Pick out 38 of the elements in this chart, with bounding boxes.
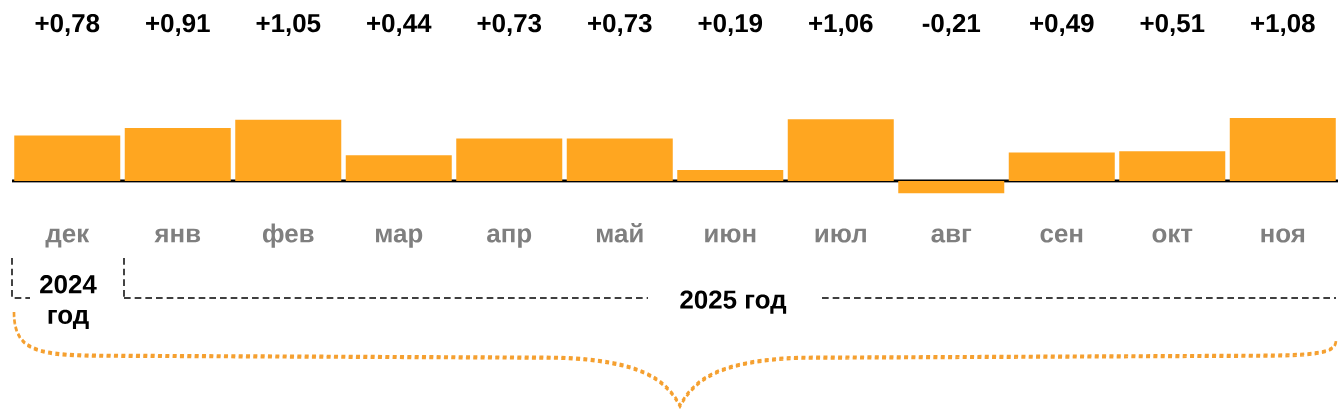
x-tick-label: янв — [154, 228, 201, 243]
data-label: +0,49 — [1030, 13, 1094, 37]
data-label: +0,51 — [1140, 13, 1205, 37]
data-label: +0,73 — [477, 13, 542, 37]
bar — [1119, 151, 1226, 181]
data-label: +0,44 — [367, 13, 432, 37]
x-tick-label: сен — [1040, 228, 1083, 243]
bar — [1008, 152, 1115, 181]
bar — [14, 135, 121, 181]
bar — [124, 127, 231, 181]
bar — [566, 138, 673, 181]
data-label: +0,91 — [146, 13, 210, 37]
data-label: +1,08 — [1251, 13, 1315, 37]
data-label: +1,06 — [809, 13, 873, 37]
x-tick-label: дек — [45, 228, 90, 248]
x-tick-label: мар — [376, 228, 423, 248]
x-tick-label: май — [597, 223, 643, 243]
text: 2025 год — [680, 290, 787, 314]
bar — [235, 119, 342, 181]
data-label: +1,05 — [256, 13, 321, 37]
bar — [1229, 118, 1336, 181]
bar — [345, 155, 452, 181]
x-tick-label: фев — [262, 223, 314, 248]
bar — [456, 138, 563, 181]
x-tick-label: ноя — [1261, 228, 1305, 243]
data-label: +0,73 — [588, 13, 652, 37]
x-tick-label: июл — [815, 228, 866, 243]
bar — [898, 180, 1005, 194]
data-label: +0,19 — [698, 13, 763, 37]
bar — [787, 119, 894, 181]
data-label: +0,78 — [35, 13, 100, 37]
x-tick-label: авг — [931, 228, 972, 243]
x-tick-label: июн — [705, 228, 756, 243]
x-tick-label: окт — [1152, 228, 1193, 243]
x-tick-label: апр — [487, 228, 532, 248]
data-label: -0,21 — [922, 13, 981, 37]
bar — [677, 169, 784, 181]
text: 2024 год — [40, 275, 97, 329]
